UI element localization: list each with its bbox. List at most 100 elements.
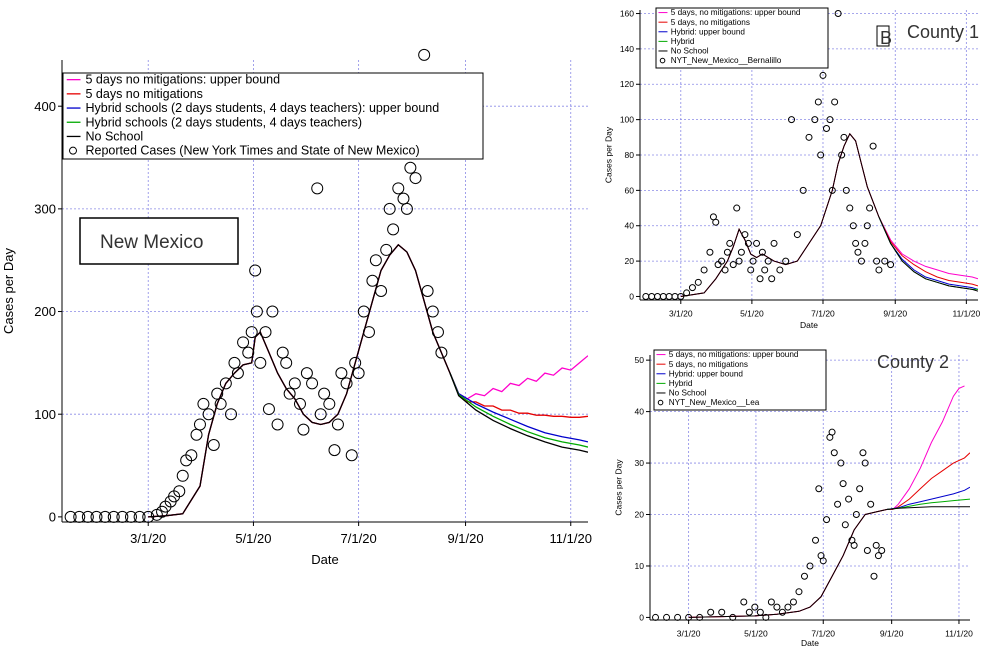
data-point bbox=[854, 248, 862, 256]
data-point bbox=[863, 547, 871, 555]
x-tick-label: 11/1/20 bbox=[952, 309, 980, 319]
legend-label: 5 days, no mitigations: upper bound bbox=[671, 8, 801, 17]
y-tick-label: 400 bbox=[34, 99, 56, 114]
data-point bbox=[753, 239, 761, 247]
data-point bbox=[789, 598, 797, 606]
x-tick-label: 9/1/20 bbox=[883, 309, 907, 319]
data-point bbox=[335, 367, 348, 380]
annotation-box bbox=[79, 217, 239, 265]
legend-box bbox=[653, 349, 827, 411]
y-axis-label: Cases per Day bbox=[613, 459, 623, 516]
legend-label: NYT_New_Mexico__Lea bbox=[669, 398, 760, 407]
data-point bbox=[749, 257, 757, 265]
x-tick-label: 3/1/20 bbox=[677, 629, 701, 639]
data-point bbox=[740, 598, 748, 606]
data-point bbox=[856, 485, 864, 493]
y-tick-label: 200 bbox=[34, 304, 56, 319]
data-point bbox=[207, 439, 220, 451]
data-point bbox=[214, 397, 227, 410]
data-point bbox=[392, 182, 405, 195]
legend-box bbox=[655, 7, 829, 69]
data-point bbox=[259, 326, 272, 339]
y-tick-label: 0 bbox=[629, 291, 634, 301]
data-point bbox=[696, 613, 704, 621]
series-line-1 bbox=[148, 243, 588, 518]
legend-label: Hybrid schools (2 days students, 4 days … bbox=[86, 115, 363, 129]
data-point bbox=[375, 285, 388, 297]
data-point bbox=[815, 485, 823, 493]
data-point bbox=[400, 202, 413, 215]
x-tick-label: 5/1/20 bbox=[744, 629, 768, 639]
x-tick-label: 11/1/20 bbox=[550, 531, 592, 546]
y-tick-label: 300 bbox=[34, 201, 56, 216]
data-point bbox=[73, 510, 86, 523]
data-point bbox=[849, 222, 857, 230]
data-point bbox=[778, 608, 786, 616]
data-point bbox=[362, 326, 375, 339]
data-point bbox=[834, 10, 842, 18]
data-point bbox=[173, 485, 186, 498]
data-point bbox=[822, 124, 830, 132]
data-point bbox=[90, 510, 103, 523]
x-tick-label: 3/1/20 bbox=[669, 309, 693, 319]
data-point bbox=[812, 536, 820, 544]
series-line-1 bbox=[680, 132, 978, 297]
data-point bbox=[245, 326, 258, 339]
data-point bbox=[318, 387, 331, 400]
y-axis-label: Cases per Day bbox=[603, 126, 613, 183]
chart-annotation: New Mexico bbox=[100, 232, 203, 253]
data-point bbox=[369, 254, 382, 267]
data-point bbox=[837, 459, 845, 467]
x-axis-label: Date bbox=[311, 552, 338, 567]
data-point bbox=[345, 449, 358, 462]
data-point bbox=[838, 151, 846, 159]
data-point bbox=[387, 223, 400, 236]
data-point bbox=[714, 261, 722, 269]
y-tick-label: 100 bbox=[620, 115, 634, 125]
legend-label: 5 days, no mitigations bbox=[671, 18, 750, 27]
data-point bbox=[665, 292, 673, 300]
data-point bbox=[64, 510, 77, 523]
y-tick-label: 0 bbox=[639, 612, 644, 622]
data-point bbox=[331, 418, 344, 431]
data-point bbox=[784, 603, 792, 611]
y-tick-label: 60 bbox=[625, 185, 635, 195]
series-line-1 bbox=[688, 385, 965, 618]
x-tick-label: 5/1/20 bbox=[740, 309, 764, 319]
data-point bbox=[688, 284, 696, 292]
x-tick-label: 3/1/20 bbox=[130, 531, 166, 546]
series-line-4 bbox=[449, 372, 588, 448]
data-point bbox=[707, 608, 715, 616]
data-point bbox=[861, 239, 869, 247]
data-point bbox=[219, 377, 232, 390]
legend-label: Hybrid schools (2 days students, 4 days … bbox=[86, 101, 440, 115]
data-point bbox=[817, 151, 825, 159]
data-point bbox=[297, 423, 310, 436]
data-point bbox=[683, 289, 691, 297]
x-axis-label: Date bbox=[801, 638, 819, 648]
data-point bbox=[811, 116, 819, 124]
series-line-4 bbox=[878, 216, 978, 290]
data-point bbox=[741, 231, 749, 239]
series-line-2 bbox=[680, 132, 978, 297]
legend-label: 5 days, no mitigations: upper bound bbox=[669, 350, 799, 359]
data-point bbox=[729, 613, 737, 621]
chart-annotation: County 1 bbox=[907, 22, 979, 42]
data-point bbox=[254, 356, 267, 369]
data-point bbox=[800, 572, 808, 580]
legend-label: No School bbox=[669, 389, 707, 398]
legend-label: 5 days no mitigations bbox=[86, 87, 203, 101]
data-point bbox=[782, 257, 790, 265]
data-point bbox=[142, 510, 155, 523]
data-point bbox=[718, 608, 726, 616]
data-point bbox=[735, 257, 743, 265]
x-tick-label: 7/1/20 bbox=[341, 531, 377, 546]
x-axis-label: Date bbox=[800, 320, 818, 330]
data-point bbox=[776, 266, 784, 274]
y-tick-label: 10 bbox=[635, 561, 645, 571]
data-point bbox=[850, 541, 858, 549]
legend-box bbox=[62, 72, 484, 160]
chart-c1: 0 20 40 60 80 100 120 140 160 3/1/20 5/1/20 7/1/20 9… bbox=[603, 7, 980, 330]
data-point bbox=[857, 257, 865, 265]
data-point bbox=[648, 292, 656, 300]
